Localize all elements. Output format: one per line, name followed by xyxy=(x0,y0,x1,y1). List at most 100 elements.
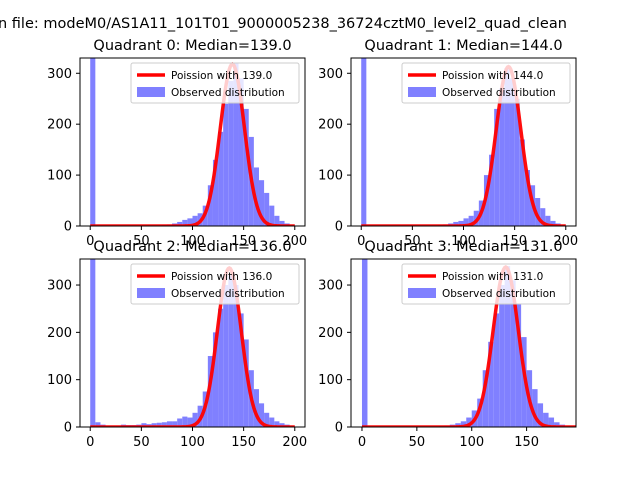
legend-poisson-label: Poission with 139.0 xyxy=(171,70,272,82)
histogram-bar xyxy=(161,422,167,427)
histogram-bar xyxy=(228,80,234,226)
legend-observed-label: Observed distribution xyxy=(442,288,556,300)
histogram-bar xyxy=(274,421,280,427)
x-tick-label: 150 xyxy=(231,435,256,450)
histogram-bar xyxy=(177,221,183,226)
y-tick-label: 0 xyxy=(335,421,343,436)
legend-poisson-label: Poission with 131.0 xyxy=(442,271,543,283)
y-tick-label: 0 xyxy=(64,220,72,235)
histogram-bar xyxy=(192,412,198,427)
x-tick-label: 200 xyxy=(553,234,578,249)
histogram-bar xyxy=(460,421,467,427)
y-tick-label: 100 xyxy=(47,373,72,388)
y-tick-label: 200 xyxy=(47,118,72,133)
histogram-bar xyxy=(361,259,368,427)
histogram-bar xyxy=(166,421,173,427)
histogram-bar xyxy=(212,332,219,427)
histogram-bar xyxy=(554,422,560,427)
histogram-bar xyxy=(243,339,249,427)
histogram-bar xyxy=(238,78,244,226)
x-tick-label: 100 xyxy=(459,435,484,450)
poisson-curve xyxy=(90,62,295,226)
quadrant-title: Quadrant 2: Median=136.0 xyxy=(93,239,291,255)
histogram-bar xyxy=(192,215,198,226)
histogram-bar xyxy=(207,185,213,226)
histogram-bar xyxy=(212,159,219,226)
histogram-bar xyxy=(177,418,183,427)
histogram-bar xyxy=(151,423,157,427)
histogram-bar xyxy=(494,108,500,226)
y-tick-label: 100 xyxy=(318,169,343,184)
histogram-bar xyxy=(466,417,472,427)
legend-observed-swatch xyxy=(408,288,436,298)
legend-observed-swatch xyxy=(137,288,165,298)
y-tick-label: 200 xyxy=(318,118,343,133)
histogram-bar xyxy=(524,170,530,226)
y-tick-label: 100 xyxy=(318,373,343,388)
histogram-bar xyxy=(264,192,270,226)
x-tick-label: 50 xyxy=(133,435,150,450)
y-tick-label: 300 xyxy=(318,67,343,82)
quadrant-title: Quadrant 1: Median=144.0 xyxy=(364,38,562,54)
x-tick-label: 50 xyxy=(404,234,421,249)
histogram-bar xyxy=(279,220,285,226)
plot-area xyxy=(90,259,295,427)
histogram-bar xyxy=(488,341,494,427)
legend-observed-label: Observed distribution xyxy=(171,87,285,99)
histogram-bar xyxy=(504,68,510,226)
histogram-bar xyxy=(543,412,549,427)
y-tick-label: 300 xyxy=(47,67,72,82)
y-tick-label: 100 xyxy=(47,169,72,184)
legend-box xyxy=(130,62,300,104)
histogram-bar xyxy=(535,198,541,226)
x-tick-label: 100 xyxy=(180,234,205,249)
x-tick-label: 200 xyxy=(282,435,307,450)
histogram-bar xyxy=(493,313,500,427)
plot-area xyxy=(361,259,576,427)
histogram-bar xyxy=(258,403,265,427)
x-tick-label: 200 xyxy=(282,234,307,249)
legend-observed-label: Observed distribution xyxy=(442,87,556,99)
y-tick-label: 200 xyxy=(318,326,343,341)
histogram-bar xyxy=(548,417,555,427)
histogram-bar xyxy=(515,303,522,427)
histogram-bar xyxy=(519,139,525,226)
histogram-bar xyxy=(537,403,544,427)
histogram-bar xyxy=(90,259,96,427)
histogram-bar xyxy=(514,98,520,226)
x-tick-label: 50 xyxy=(409,435,426,450)
histogram-bar xyxy=(243,108,249,226)
x-tick-label: 0 xyxy=(357,234,365,249)
x-tick-label: 100 xyxy=(451,234,476,249)
histogram-bar xyxy=(223,285,229,427)
histogram-bar xyxy=(521,337,527,427)
quadrant-0-axes: 0 50 100 150 200 0 100 200 300 Poission with 139.… xyxy=(47,38,307,249)
legend-box xyxy=(401,263,571,305)
y-tick-label: 0 xyxy=(64,421,72,436)
legend-observed-swatch xyxy=(408,87,436,97)
histogram-bar xyxy=(90,58,96,226)
x-tick-label: 0 xyxy=(86,234,94,249)
poisson-curve xyxy=(90,265,295,427)
histogram-bar xyxy=(233,63,239,226)
axes-frame xyxy=(350,258,577,428)
y-tick-label: 300 xyxy=(47,279,72,294)
legend-box xyxy=(130,263,300,305)
x-tick-label: 150 xyxy=(514,435,539,450)
y-tick-label: 200 xyxy=(47,326,72,341)
histogram-bar xyxy=(187,218,193,226)
plot-area xyxy=(361,58,566,226)
y-tick-label: 300 xyxy=(318,279,343,294)
legend-box xyxy=(401,62,571,104)
histogram-bar xyxy=(182,219,188,226)
x-tick-label: 0 xyxy=(358,435,366,450)
histogram-bar xyxy=(218,308,224,427)
histogram-bar xyxy=(258,180,265,226)
histogram-bar xyxy=(264,412,270,427)
legend-poisson-label: Poission with 144.0 xyxy=(442,70,543,82)
histogram-bar xyxy=(218,131,224,226)
quadrant-3-axes: 0 50 100 150 0 100 200 300 Poission with 131.0 Ob… xyxy=(318,239,577,450)
quadrant-1-axes: 0 50 100 150 200 0 100 200 300 Poission with 144.… xyxy=(318,38,578,249)
quadrant-2-axes: 0 50 100 150 200 0 100 200 300 Poission with 136.… xyxy=(47,239,307,450)
